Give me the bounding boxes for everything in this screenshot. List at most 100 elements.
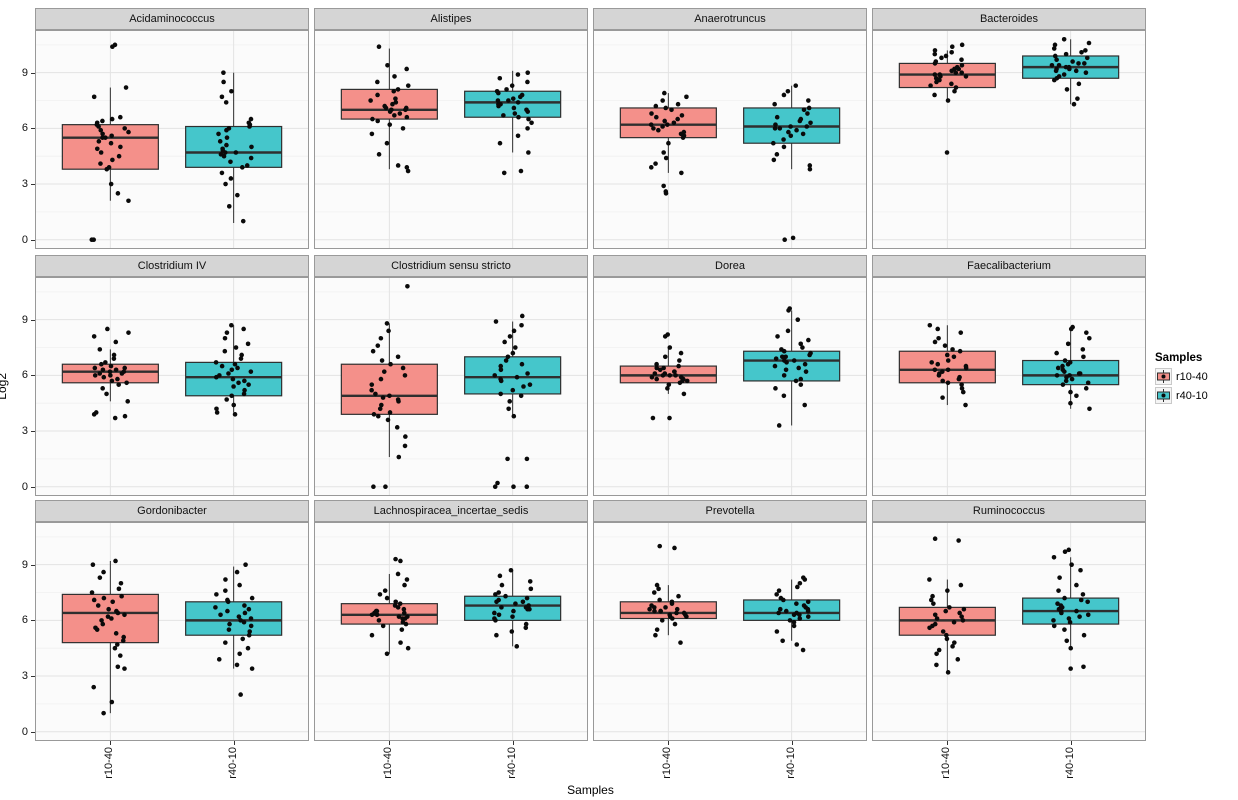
- y-tick-mark: [31, 319, 35, 321]
- jitter-point: [91, 684, 97, 690]
- jitter-point: [669, 599, 675, 605]
- jitter-point: [391, 88, 397, 94]
- y-tick-label: 6: [21, 369, 28, 382]
- jitter-point: [505, 456, 510, 462]
- jitter-point: [114, 642, 120, 647]
- jitter-point: [388, 361, 393, 367]
- y-tick-label: 9: [21, 66, 28, 79]
- jitter-point: [657, 543, 663, 549]
- jitter-point: [371, 484, 376, 490]
- facet-strip-title: Ruminococcus: [872, 500, 1146, 522]
- jitter-point: [229, 393, 235, 399]
- jitter-point: [403, 105, 409, 111]
- box-r40-10: [185, 125, 283, 168]
- jitter-point: [671, 120, 677, 126]
- jitter-point: [959, 57, 964, 62]
- facet-panel: [872, 277, 1146, 496]
- jitter-point: [219, 170, 225, 176]
- jitter-point: [395, 87, 401, 92]
- jitter-point: [387, 410, 393, 415]
- jitter-point: [944, 636, 950, 642]
- jitter-point: [378, 376, 384, 382]
- jitter-point: [106, 165, 112, 170]
- jitter-point: [511, 484, 516, 490]
- jitter-point: [387, 122, 393, 127]
- jitter-point: [238, 618, 243, 623]
- jitter-point: [385, 62, 390, 68]
- jitter-point: [935, 326, 941, 332]
- jitter-point: [514, 644, 520, 649]
- x-tick-mark: [1070, 741, 1072, 745]
- jitter-point: [511, 328, 517, 334]
- jitter-point: [1074, 608, 1079, 614]
- jitter-point: [241, 391, 247, 397]
- jitter-point: [231, 402, 237, 408]
- jitter-point: [805, 614, 811, 619]
- jitter-point: [681, 129, 687, 135]
- jitter-point: [495, 480, 500, 486]
- jitter-point: [805, 599, 811, 605]
- facet-strip-title: Clostridium sensu stricto: [314, 255, 588, 277]
- jitter-point: [1063, 378, 1069, 384]
- jitter-point: [100, 135, 105, 140]
- jitter-point: [1065, 341, 1071, 347]
- jitter-point: [214, 592, 219, 597]
- box-r40-10: [743, 350, 841, 382]
- jitter-point: [115, 376, 120, 382]
- jitter-point: [929, 360, 934, 365]
- jitter-point: [1070, 324, 1075, 330]
- jitter-point: [117, 653, 123, 658]
- jitter-point: [382, 588, 388, 593]
- jitter-point: [91, 334, 97, 339]
- jitter-point: [395, 163, 401, 168]
- jitter-point: [774, 152, 780, 157]
- y-tick-mark: [31, 239, 35, 241]
- jitter-point: [387, 393, 392, 399]
- jitter-point: [798, 382, 804, 387]
- jitter-point: [248, 616, 254, 621]
- jitter-point: [1056, 74, 1062, 79]
- jitter-point: [126, 129, 131, 135]
- jitter-point: [509, 83, 515, 88]
- jitter-point: [1066, 547, 1072, 553]
- jitter-point: [113, 558, 118, 564]
- jitter-point: [515, 133, 521, 139]
- jitter-point: [371, 412, 377, 417]
- jitter-point: [91, 237, 97, 243]
- jitter-point: [369, 131, 375, 137]
- jitter-point: [674, 606, 680, 612]
- jitter-point: [109, 616, 114, 621]
- jitter-point: [1051, 554, 1057, 560]
- jitter-point: [963, 402, 968, 408]
- jitter-point: [90, 562, 96, 567]
- jitter-point: [1075, 96, 1080, 101]
- jitter-point: [235, 192, 240, 198]
- jitter-point: [370, 116, 375, 122]
- jitter-point: [1062, 595, 1067, 601]
- jitter-point: [793, 378, 799, 384]
- box-r10-40: [340, 363, 438, 415]
- jitter-point: [112, 415, 118, 421]
- jitter-point: [657, 367, 663, 373]
- jitter-point: [1084, 330, 1089, 335]
- jitter-point: [525, 70, 531, 75]
- jitter-point: [934, 662, 939, 668]
- jitter-point: [953, 85, 959, 90]
- jitter-point: [375, 413, 381, 419]
- jitter-point: [246, 632, 252, 638]
- jitter-point: [395, 397, 401, 402]
- jitter-point: [507, 334, 513, 339]
- jitter-point: [116, 382, 122, 387]
- facet-panel: [872, 522, 1146, 741]
- jitter-point: [955, 657, 961, 662]
- jitter-point: [1085, 380, 1091, 386]
- jitter-point: [382, 103, 387, 109]
- jitter-point: [667, 612, 672, 618]
- jitter-point: [777, 126, 783, 131]
- jitter-point: [963, 74, 969, 79]
- jitter-point: [954, 64, 960, 70]
- jitter-point: [944, 632, 949, 638]
- y-tick-mark: [31, 620, 35, 622]
- jitter-point: [802, 361, 808, 367]
- jitter-point: [241, 326, 246, 332]
